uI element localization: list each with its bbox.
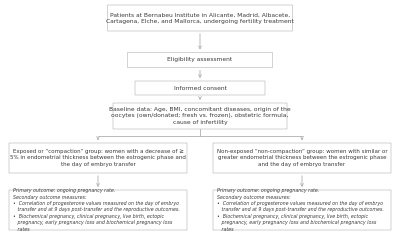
Text: Baseline data: Age, BMI, concomitant diseases, origin of the
oocytes (own/donate: Baseline data: Age, BMI, concomitant dis… bbox=[109, 107, 291, 125]
FancyBboxPatch shape bbox=[135, 81, 265, 95]
FancyBboxPatch shape bbox=[128, 52, 272, 67]
FancyBboxPatch shape bbox=[213, 143, 391, 173]
Text: Exposed or “compaction” group: women with a decrease of ≥
5% in endometrial thic: Exposed or “compaction” group: women wit… bbox=[10, 149, 186, 167]
FancyBboxPatch shape bbox=[9, 143, 187, 173]
Text: Primary outcome: ongoing pregnancy rate.
Secondary outcome measures:
•  Correlat: Primary outcome: ongoing pregnancy rate.… bbox=[13, 188, 180, 232]
FancyBboxPatch shape bbox=[108, 5, 292, 31]
Text: Informed consent: Informed consent bbox=[174, 85, 226, 91]
FancyBboxPatch shape bbox=[9, 190, 187, 230]
FancyBboxPatch shape bbox=[213, 190, 391, 230]
Text: Primary outcome: ongoing pregnancy rate.
Secondary outcome measures:
•  Correlat: Primary outcome: ongoing pregnancy rate.… bbox=[217, 188, 384, 232]
Text: Eligibility assessment: Eligibility assessment bbox=[167, 58, 233, 62]
Text: Patients at Bernabeu Institute in Alicante, Madrid, Albacete,
Cartagena, Elche, : Patients at Bernabeu Institute in Alican… bbox=[106, 12, 294, 24]
FancyBboxPatch shape bbox=[113, 103, 287, 129]
Text: Non-exposed “non-compaction” group: women with similar or
greater endometrial th: Non-exposed “non-compaction” group: wome… bbox=[217, 149, 387, 167]
